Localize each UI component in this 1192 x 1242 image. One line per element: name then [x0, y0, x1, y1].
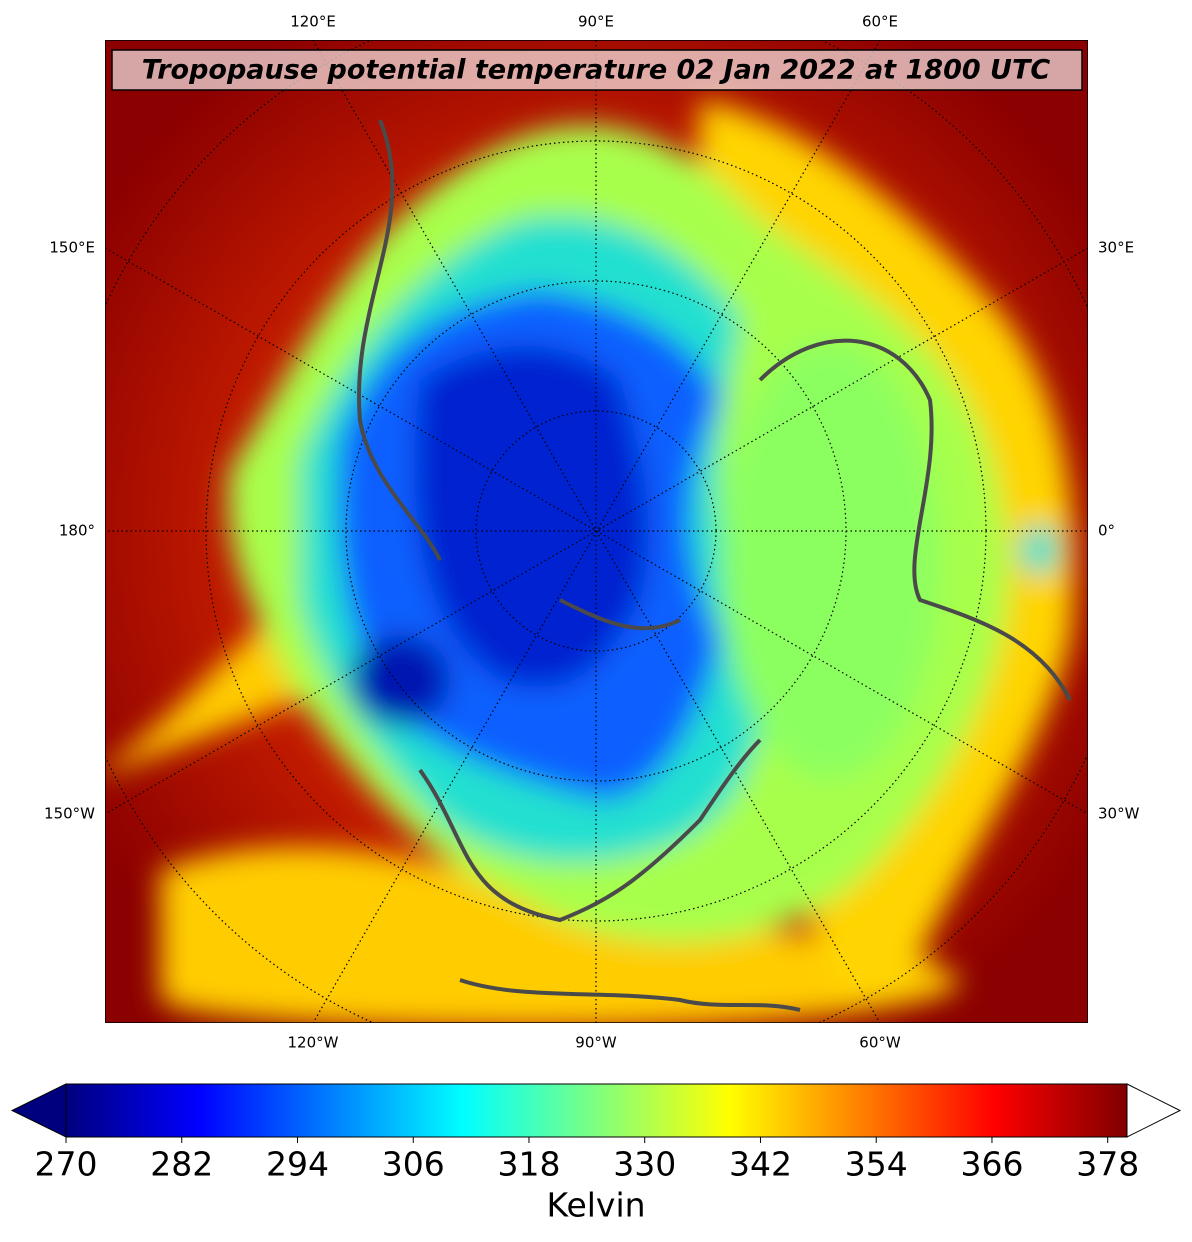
colorbar-label: Kelvin [546, 1186, 645, 1225]
lon-label: 60°W [859, 1034, 901, 1052]
temperature-field [105, 100, 1075, 1023]
colorbar-tick-label: 318 [497, 1145, 560, 1184]
lon-label: 150°E [49, 239, 95, 257]
colorbar-tick-label: 354 [845, 1145, 908, 1184]
colorbar-bar [65, 1083, 1128, 1138]
title: Tropopause potential temperature 02 Jan … [142, 55, 1051, 86]
coastlines [357, 119, 1072, 1012]
colorbar: 270 282 294 306 318 330 342 354 366 378 Kelvin [10, 1083, 1182, 1225]
colorbar-extend-low [10, 1083, 67, 1138]
lon-label: 120°W [288, 1034, 339, 1052]
colorbar-tick-label: 306 [382, 1145, 445, 1184]
lon-label: 0° [1098, 522, 1115, 540]
lon-label: 120°E [290, 13, 336, 31]
colorbar-tick-label: 342 [729, 1145, 792, 1184]
lon-label: 90°W [575, 1034, 617, 1052]
map-labels: 120°E 90°E 60°E 120°W 90°W 60°W 150°E 180° 150°W… [44, 13, 1140, 1052]
colorbar-tick-label: 270 [35, 1145, 98, 1184]
colorbar-tick-label: 330 [613, 1145, 676, 1184]
lon-label: 30°E [1098, 239, 1134, 257]
lon-label: 150°W [44, 805, 95, 823]
lon-label: 90°E [578, 13, 614, 31]
colorbar-tick-label: 282 [150, 1145, 213, 1184]
lon-label: 180° [59, 522, 95, 540]
colorbar-tick-label: 294 [266, 1145, 329, 1184]
lon-label: 30°W [1098, 805, 1140, 823]
colorbar-tick-label: 378 [1076, 1145, 1139, 1184]
colorbar-tick-label: 366 [960, 1145, 1023, 1184]
lon-label: 60°E [862, 13, 898, 31]
colorbar-extend-high [1126, 1083, 1182, 1138]
title-box [111, 49, 1083, 91]
